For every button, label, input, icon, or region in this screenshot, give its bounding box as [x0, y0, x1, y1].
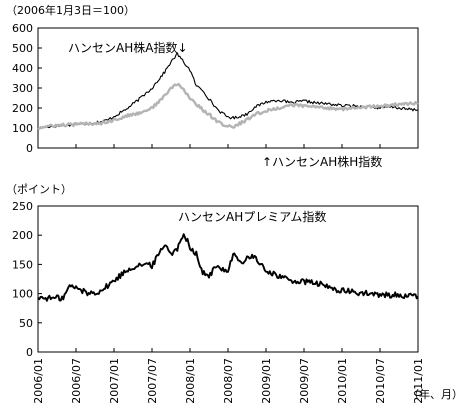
- y-tick-label: 150: [12, 258, 33, 271]
- x-tick-label: 2006/07: [70, 358, 83, 404]
- x-tick-label: 2009/01: [260, 358, 273, 404]
- x-tick-label: 2007/07: [146, 358, 159, 404]
- series-line-a-index: [37, 52, 419, 130]
- y-tick-label: 200: [12, 229, 33, 242]
- y-tick-label: 600: [12, 22, 33, 35]
- y-tick-label: 100: [12, 288, 33, 301]
- x-tick-label: 2011/01: [412, 358, 425, 404]
- x-tick-label: 2008/07: [222, 358, 235, 404]
- x-tick-label: 2009/07: [298, 358, 311, 404]
- series-line-premium-index: [37, 233, 419, 302]
- y-tick-label: 500: [12, 42, 33, 55]
- y-tick-label: 300: [12, 82, 33, 95]
- y-tick-label: 100: [12, 122, 33, 135]
- series-line-h-index: [37, 82, 419, 130]
- y-tick-label: 200: [12, 102, 33, 115]
- y-tick-label: 400: [12, 62, 33, 75]
- y-tick-label: 0: [26, 142, 33, 155]
- y-tick-label: 50: [19, 317, 33, 330]
- y-tick-label: 0: [26, 346, 33, 359]
- plot-frame: [37, 205, 419, 353]
- series-label-premium-index: ハンセンAHプレミアム指数: [178, 209, 326, 224]
- x-tick-label: 2010/01: [336, 358, 349, 404]
- y-unit-note: （ポイント）: [6, 183, 72, 196]
- series-label-a-index: ハンセンAH株A指数↓: [68, 40, 188, 55]
- y-unit-note: （2006年1月3日＝100）: [6, 3, 135, 17]
- x-tick-label: 2007/01: [108, 358, 121, 404]
- x-tick-label: 2008/01: [184, 358, 197, 404]
- x-tick-label: 2010/07: [374, 358, 387, 404]
- x-axis-unit-label: （年、月）: [408, 387, 463, 401]
- series-label-h-index: ↑ハンセンAH株H指数: [262, 154, 382, 169]
- x-tick-label: 2006/01: [32, 358, 45, 404]
- y-tick-label: 250: [12, 200, 33, 213]
